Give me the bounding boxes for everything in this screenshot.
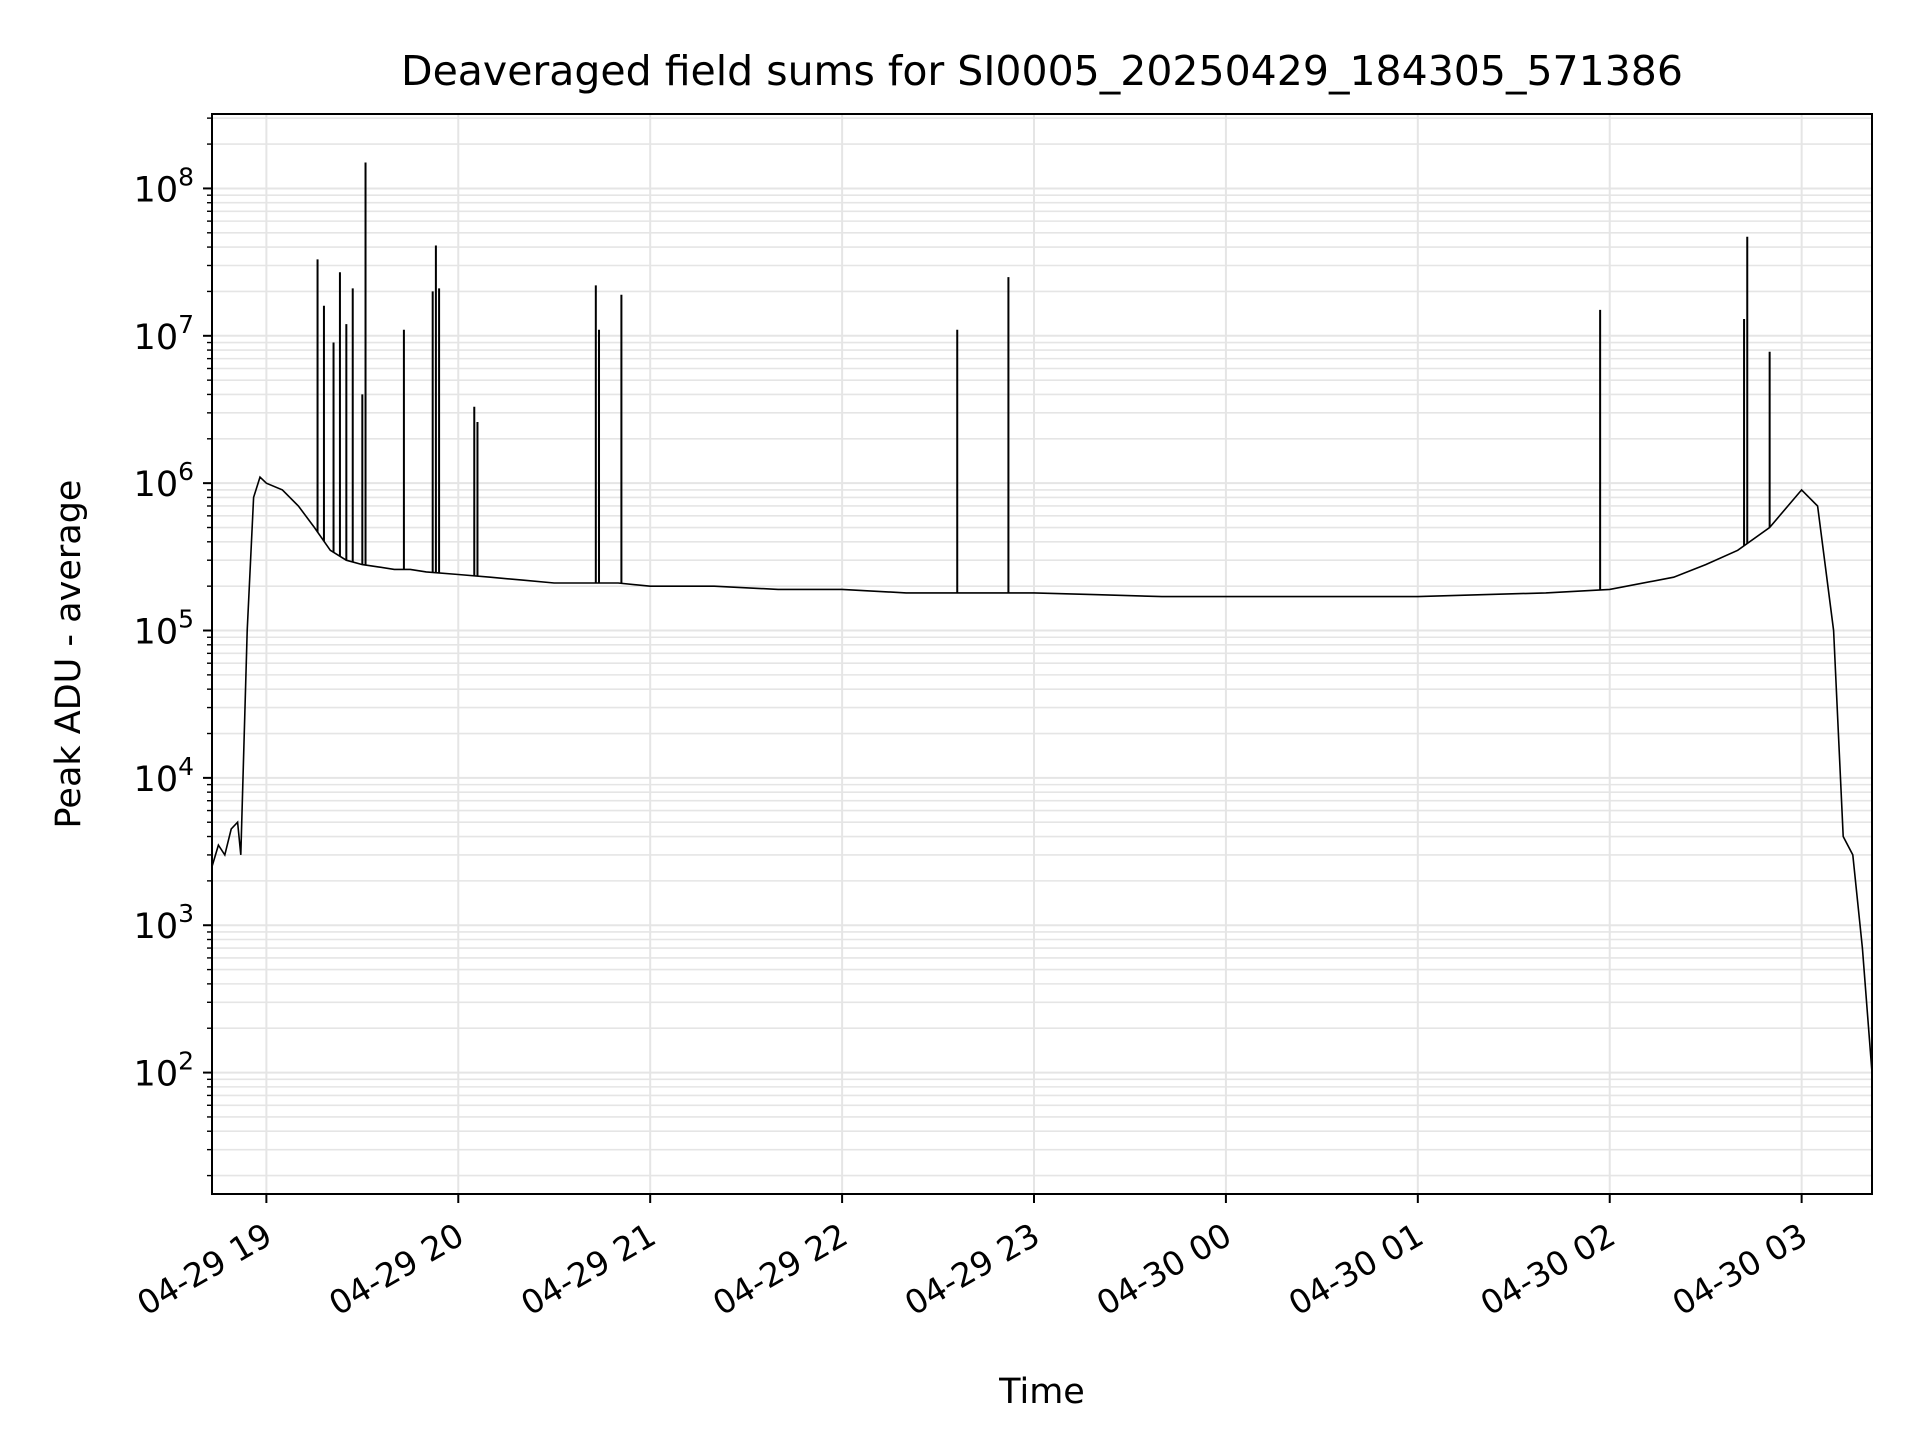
y-tick-label: 103 (134, 899, 194, 947)
x-axis-label: Time (998, 1372, 1085, 1412)
y-tick-label: 104 (134, 752, 194, 800)
grid (212, 114, 1872, 1194)
y-axis-label: Peak ADU - average (49, 480, 89, 829)
y-tick-label: 105 (134, 605, 194, 653)
chart-title: Deaveraged field sums for SI0005_2025042… (401, 47, 1683, 95)
plot-area (211, 162, 1873, 1073)
data-line (211, 475, 1873, 1073)
y-tick-label: 106 (134, 457, 194, 505)
y-tick-label: 108 (134, 162, 194, 210)
y-tick-label: 107 (134, 310, 194, 358)
y-tick-label: 102 (134, 1047, 194, 1095)
